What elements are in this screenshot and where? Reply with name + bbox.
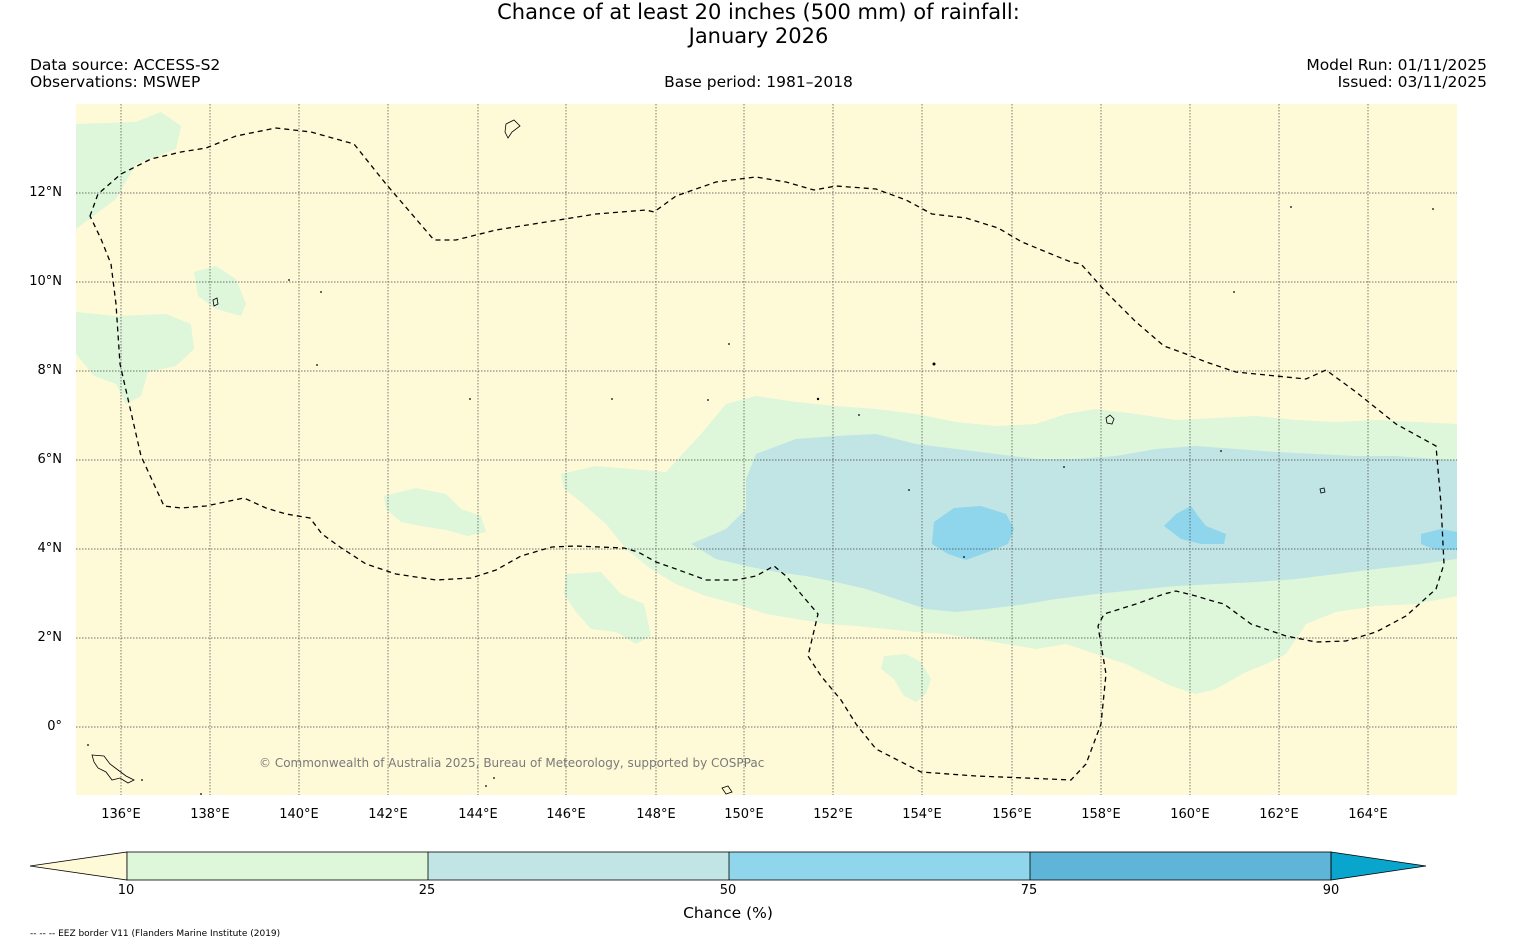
lon-tick-140e: 140°E (279, 807, 319, 822)
atoll-12 (1290, 206, 1292, 208)
colorbar-label-90: 90 (1322, 883, 1340, 898)
lon-tick-148e: 148°E (636, 807, 676, 822)
probability-50-75-regions (932, 506, 1457, 560)
island-yap (212, 297, 219, 307)
atoll-6 (728, 343, 730, 345)
atoll-10 (932, 362, 936, 366)
island-pohnpei-east (1319, 487, 1326, 494)
lon-tick-138e: 138°E (190, 807, 230, 822)
lat-tick-10n: 10°N (29, 274, 62, 289)
colorbar-segment-10-25 (127, 852, 428, 880)
atoll-13 (1432, 208, 1434, 210)
island-guam-north (504, 119, 521, 139)
lon-tick-158e: 158°E (1081, 807, 1121, 822)
island-chuuk (1105, 414, 1115, 425)
shade-region-yap (194, 266, 246, 316)
shade-region-central-patch (564, 572, 651, 644)
atoll-19 (141, 779, 143, 781)
colorbar-dividers (427, 852, 1031, 880)
lon-tick-142e: 142°E (368, 807, 408, 822)
shade-region-nw-top (76, 112, 181, 229)
map-title-line2: January 2026 (688, 24, 829, 48)
lon-tick-160e: 160°E (1170, 807, 1210, 822)
lon-tick-164e: 164°E (1348, 807, 1388, 822)
atoll-5 (611, 398, 613, 400)
shade-region-palau (76, 312, 194, 404)
colorbar (29, 851, 1427, 881)
atoll-4 (469, 398, 471, 400)
lat-tick-12n: 12°N (29, 185, 62, 200)
colorbar-label-50: 50 (719, 883, 737, 898)
lon-tick-136e: 136°E (101, 807, 141, 822)
shade-region-peak-east (1164, 506, 1226, 544)
atoll-22 (493, 777, 495, 779)
lat-tick-6n: 6°N (37, 452, 63, 467)
lat-tick-8n: 8°N (37, 363, 63, 378)
lon-tick-156e: 156°E (992, 807, 1032, 822)
shade-region-south-islet (881, 654, 931, 702)
map-title-line1: Chance of at least 20 inches (500 mm) of… (497, 0, 1020, 24)
shade-region-rainband-core (691, 434, 1457, 612)
atoll-11 (1233, 291, 1235, 293)
shade-region-peak-west (932, 506, 1014, 560)
issued-label: Issued: 03/11/2025 (1337, 73, 1487, 91)
eez-footnote: -- -- -- EEZ border V11 (Flanders Marine… (30, 929, 281, 939)
lat-tick-4n: 4°N (37, 541, 63, 556)
coastlines (91, 119, 1326, 795)
lat-tick-2n: 2°N (37, 630, 63, 645)
lon-tick-144e: 144°E (458, 807, 498, 822)
atoll-1 (288, 279, 290, 281)
colorbar-extend-high (1330, 851, 1427, 881)
copyright-notice: © Commonwealth of Australia 2025, Bureau… (259, 756, 764, 770)
atoll-8 (816, 397, 820, 401)
colorbar-label-75: 75 (1020, 883, 1038, 898)
colorbar-title: Chance (%) (683, 904, 773, 922)
shade-region-peak-far-east (1421, 529, 1457, 550)
lon-tick-162e: 162°E (1259, 807, 1299, 822)
lon-tick-146e: 146°E (546, 807, 586, 822)
rainfall-probability-map: © Commonwealth of Australia 2025, Bureau… (76, 104, 1457, 795)
lon-tick-150e: 150°E (724, 807, 764, 822)
observations-label: Observations: MSWEP (30, 73, 201, 91)
atoll-17 (963, 556, 965, 558)
atoll-21 (485, 785, 487, 787)
atoll-3 (316, 364, 318, 366)
data-source-label: Data source: ACCESS-S2 (30, 56, 221, 74)
atoll-20 (200, 793, 202, 795)
lat-tick-0: 0° (47, 719, 62, 734)
shade-region-west-patch (384, 488, 486, 536)
atoll-14 (1220, 450, 1222, 452)
colorbar-label-10: 10 (117, 883, 135, 898)
model-run-label: Model Run: 01/11/2025 (1306, 56, 1487, 74)
atoll-16 (908, 489, 910, 491)
lon-tick-152e: 152°E (813, 807, 853, 822)
atoll-15 (1063, 466, 1065, 468)
lon-tick-154e: 154°E (902, 807, 942, 822)
colorbar-label-25: 25 (418, 883, 436, 898)
base-period-label: Base period: 1981–2018 (664, 73, 853, 91)
atolls (87, 206, 1434, 795)
graticule (76, 104, 1457, 795)
colorbar-segment-50-75 (729, 852, 1030, 880)
atoll-9 (858, 414, 860, 416)
atoll-18 (87, 744, 89, 746)
probability-25-50-regions (691, 434, 1457, 612)
island-manus (721, 785, 733, 795)
colorbar-extend-low (29, 851, 128, 881)
island-png-coast (91, 754, 135, 784)
atoll-7 (707, 399, 709, 401)
colorbar-segment-75-90 (1030, 852, 1331, 880)
atoll-2 (320, 291, 322, 293)
colorbar-segment-25-50 (428, 852, 729, 880)
